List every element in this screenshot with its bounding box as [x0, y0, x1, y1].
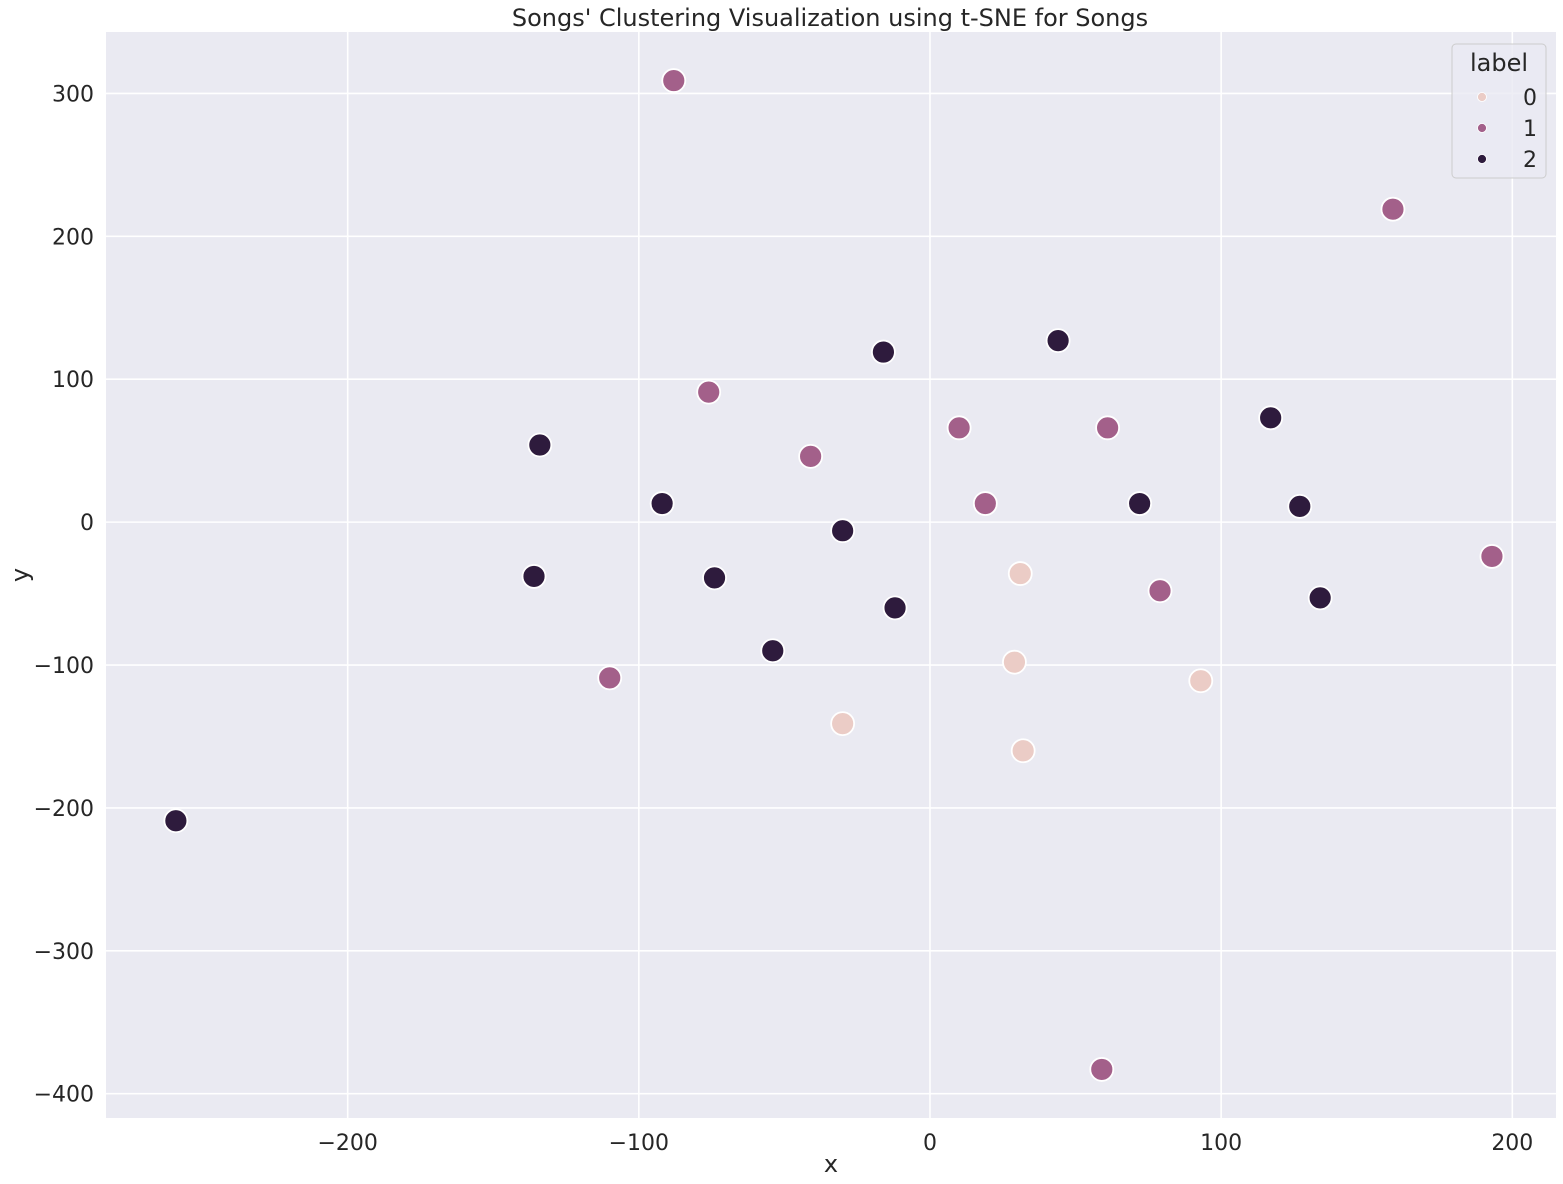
- chart-title: Songs' Clustering Visualization using t-…: [512, 4, 1148, 32]
- x-tick-label: −200: [317, 1131, 377, 1156]
- y-tick-label: 200: [52, 225, 94, 250]
- x-tick-label: 200: [1491, 1131, 1533, 1156]
- data-point-label-2: [649, 491, 675, 516]
- data-point-label-1: [597, 665, 623, 691]
- data-point-label-1: [1095, 415, 1121, 441]
- y-tick-label: −400: [34, 1083, 94, 1108]
- y-tick-label: −200: [34, 797, 94, 822]
- x-tick-label: −100: [609, 1131, 669, 1156]
- data-point-label-2: [527, 432, 553, 458]
- data-point-label-1: [1089, 1057, 1115, 1082]
- data-point-label-2: [702, 565, 727, 591]
- legend-marker-2: [1477, 154, 1487, 164]
- data-point-label-0: [1010, 738, 1036, 764]
- data-points: [163, 68, 1505, 1082]
- data-point-label-1: [661, 68, 687, 93]
- data-point-label-2: [882, 595, 908, 621]
- legend: label 0 1 2: [1451, 43, 1547, 179]
- legend-label-0: 0: [1523, 86, 1537, 111]
- data-point-label-0: [1188, 668, 1214, 694]
- x-tick-label: 100: [1200, 1131, 1242, 1156]
- y-tick-label: 100: [52, 368, 94, 393]
- data-point-label-1: [1479, 544, 1505, 569]
- x-tick-labels: −200 −100 0 100 200: [317, 1131, 1533, 1156]
- y-tick-label: 300: [52, 82, 94, 107]
- y-tick-label: 0: [80, 511, 94, 536]
- legend-title: label: [1470, 49, 1528, 77]
- gridlines: [106, 32, 1556, 1118]
- data-point-label-0: [1002, 649, 1027, 675]
- legend-label-2: 2: [1523, 148, 1537, 173]
- data-point-label-1: [972, 491, 998, 516]
- x-axis-label: x: [824, 1150, 838, 1178]
- legend-marker-0: [1477, 92, 1487, 102]
- data-point-label-2: [521, 564, 547, 589]
- data-point-label-1: [946, 415, 972, 441]
- data-point-label-2: [163, 808, 189, 834]
- x-tick-label: 0: [923, 1131, 937, 1156]
- plot-area: [106, 32, 1556, 1118]
- data-point-label-2: [1045, 328, 1071, 354]
- y-tick-label: −100: [34, 654, 94, 679]
- legend-marker-1: [1477, 123, 1487, 133]
- data-point-label-2: [760, 638, 786, 664]
- data-point-label-1: [1380, 196, 1406, 222]
- y-tick-labels: −400 −300 −200 −100 0 100 200 300: [34, 82, 94, 1107]
- y-axis-label: y: [6, 568, 34, 582]
- data-point-label-2: [871, 339, 896, 365]
- data-point-label-0: [830, 711, 856, 737]
- data-point-label-0: [1007, 561, 1033, 586]
- legend-label-1: 1: [1523, 117, 1537, 142]
- data-point-label-2: [1127, 491, 1153, 516]
- data-point-label-1: [696, 379, 722, 405]
- data-point-label-1: [1147, 578, 1173, 604]
- y-tick-label: −300: [34, 940, 94, 965]
- legend-box: [1451, 43, 1547, 179]
- data-point-label-1: [798, 443, 824, 469]
- data-point-label-2: [1307, 585, 1333, 611]
- data-point-label-2: [830, 518, 856, 544]
- data-point-label-2: [1287, 494, 1313, 519]
- data-point-label-2: [1258, 405, 1284, 431]
